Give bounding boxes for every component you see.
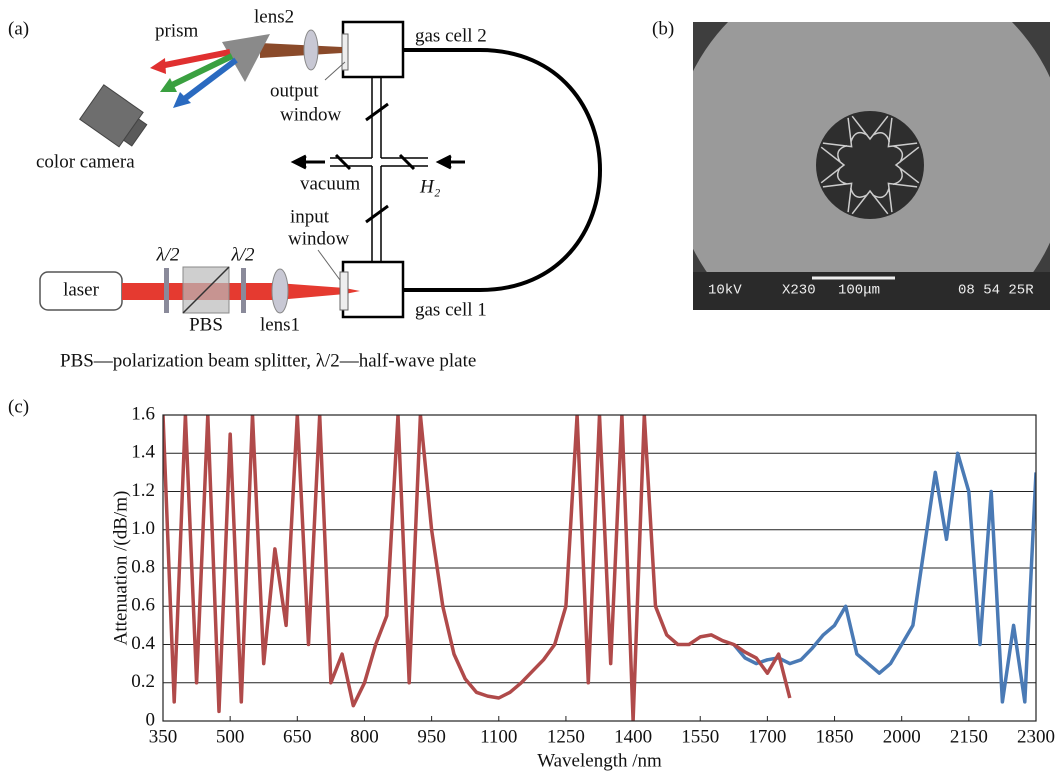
plot-frame [162, 414, 1037, 722]
half-wave-plate [164, 268, 169, 313]
y-tick-label: 1.6 [131, 403, 155, 424]
gas-cell-2 [341, 20, 405, 79]
fiber [403, 48, 602, 292]
focused-beam [277, 283, 360, 300]
y-tick-label: 1.4 [131, 442, 155, 463]
label: window [288, 228, 350, 249]
caption: PBS—polarization beam splitter, λ/2—half… [60, 350, 476, 371]
panel-label: (b) [652, 18, 674, 39]
x-tick-label: 350 [149, 726, 178, 747]
label: output [270, 80, 319, 101]
x-tick-label: 500 [216, 726, 245, 747]
x-tick-label: 1100 [480, 726, 517, 747]
y-tick-label: 1.2 [131, 480, 155, 501]
sem-text: X230 [782, 283, 816, 299]
vacuum-arrow [290, 154, 325, 170]
y-tick-label: 0.4 [131, 633, 155, 654]
label: λ/2 [230, 244, 255, 265]
y-tick-label: 1.0 [131, 518, 155, 539]
label: color camera [36, 151, 135, 172]
label: lens2 [254, 6, 294, 27]
output-beam [260, 43, 342, 58]
panel-label: (c) [8, 396, 29, 417]
label: gas cell 2 [415, 25, 487, 46]
setup-diagram: (a) laser λ/2 λ/2 PBS lens1 gas cell 1 g… [8, 6, 602, 371]
label: PBS [189, 314, 223, 335]
series-line [163, 415, 792, 721]
prism [222, 34, 270, 82]
series-line [732, 451, 1036, 704]
panel-label: (a) [8, 18, 29, 39]
gas-tubes [330, 77, 428, 262]
x-tick-label: 2300 [1017, 726, 1055, 747]
x-tick-label: 800 [350, 726, 379, 747]
label: gas cell 1 [415, 299, 487, 320]
x-tick-label: 1250 [547, 726, 585, 747]
label: input [290, 206, 330, 227]
label: vacuum [300, 173, 360, 194]
label: prism [155, 20, 199, 41]
label: window [280, 104, 342, 125]
plot-area [163, 415, 1036, 721]
x-axis-label: Wavelength /nm [537, 750, 662, 771]
y-tick-label: 0.6 [131, 595, 155, 616]
label: H₂ [419, 176, 441, 197]
output-window [341, 33, 349, 71]
x-tick-label: 1700 [748, 726, 786, 747]
leader [317, 249, 341, 281]
pbs-diagonal [182, 266, 230, 314]
x-tick-label: 950 [417, 726, 446, 747]
x-tick-label: 650 [283, 726, 312, 747]
label: lens1 [260, 314, 300, 335]
laser-label: laser [63, 279, 100, 300]
sem-text: 10kV [708, 283, 742, 299]
y-tick-label: 0.8 [131, 556, 155, 577]
label: λ/2 [155, 244, 180, 265]
leader [324, 61, 346, 81]
camera [79, 84, 148, 148]
y-tick-label: 0 [146, 709, 156, 730]
x-tick-label: 2150 [950, 726, 988, 747]
y-tick-label: 0.2 [131, 671, 155, 692]
x-tick-label: 1550 [681, 726, 719, 747]
h2-arrow [435, 154, 465, 170]
dispersed-beams [150, 49, 238, 108]
sem-image: (b) 10kV X230 100μm 08 54 25R [652, 18, 1050, 310]
y-axis-label: Attenuation /(dB/m) [110, 491, 131, 646]
x-tick-label: 1400 [614, 726, 652, 747]
x-tick-label: 2000 [883, 726, 921, 747]
sem-text: 100μm [838, 283, 880, 299]
input-window [339, 271, 349, 311]
lens2 [303, 29, 319, 71]
sem-text: 08 54 25R [958, 283, 1034, 299]
lens1 [271, 268, 289, 314]
cladding-tube [887, 117, 918, 163]
x-tick-label: 1850 [816, 726, 854, 747]
half-wave-plate [241, 268, 246, 313]
